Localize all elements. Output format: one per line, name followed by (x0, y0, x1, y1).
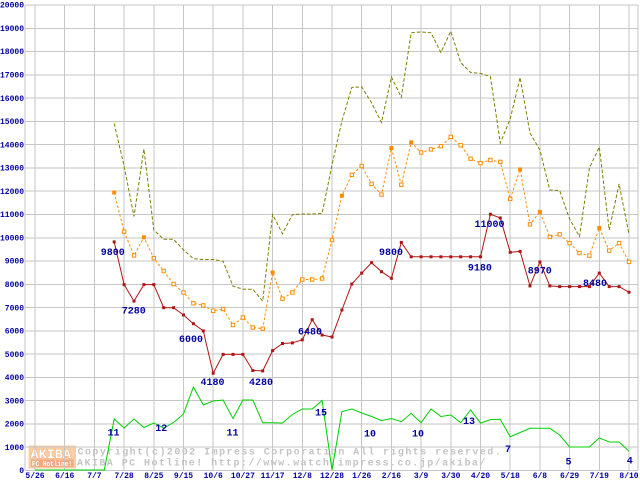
svg-text:4280: 4280 (249, 378, 273, 389)
svg-text:10000: 10000 (0, 234, 24, 243)
svg-text:9/15: 9/15 (174, 472, 193, 480)
svg-text:1000: 1000 (5, 444, 24, 453)
svg-text:5/26: 5/26 (25, 472, 44, 480)
svg-text:9000: 9000 (5, 258, 24, 267)
svg-text:6/16: 6/16 (55, 472, 74, 480)
svg-text:1/26: 1/26 (352, 472, 371, 480)
svg-text:10: 10 (412, 430, 424, 441)
svg-text:5/18: 5/18 (501, 472, 520, 480)
svg-text:3000: 3000 (5, 397, 24, 406)
svg-text:7280: 7280 (122, 306, 146, 317)
svg-text:18000: 18000 (0, 48, 24, 57)
svg-text:10: 10 (364, 430, 376, 441)
svg-text:12: 12 (155, 424, 167, 435)
svg-text:9800: 9800 (379, 248, 403, 259)
svg-text:20000: 20000 (0, 2, 24, 11)
svg-text:7/7: 7/7 (87, 472, 102, 480)
svg-text:16000: 16000 (0, 95, 24, 104)
svg-text:19000: 19000 (0, 25, 24, 34)
svg-text:6480: 6480 (298, 328, 322, 339)
svg-text:5: 5 (566, 457, 572, 468)
svg-text:12/28: 12/28 (320, 472, 344, 480)
svg-text:2000: 2000 (5, 421, 24, 430)
svg-text:6000: 6000 (179, 335, 203, 346)
svg-text:13: 13 (463, 417, 475, 428)
svg-text:8000: 8000 (5, 281, 24, 290)
svg-text:7/28: 7/28 (114, 472, 133, 480)
svg-text:14000: 14000 (0, 141, 24, 150)
svg-text:11: 11 (227, 428, 239, 439)
svg-text:11000: 11000 (475, 220, 505, 231)
svg-text:7/19: 7/19 (590, 472, 609, 480)
svg-text:7: 7 (505, 445, 511, 456)
svg-text:15: 15 (315, 409, 327, 420)
svg-text:Copyright(c)2002 Impress Corpo: Copyright(c)2002 Impress Corporation All… (78, 447, 503, 459)
svg-text:11000: 11000 (0, 211, 24, 220)
svg-text:7000: 7000 (5, 304, 24, 313)
svg-text:13000: 13000 (0, 165, 24, 174)
svg-text:15000: 15000 (0, 118, 24, 127)
svg-text:4: 4 (627, 457, 633, 468)
svg-text:17000: 17000 (0, 72, 24, 81)
svg-text:2/16: 2/16 (382, 472, 401, 480)
svg-text:8/25: 8/25 (144, 472, 163, 480)
svg-text:3/9: 3/9 (414, 472, 429, 480)
svg-text:11/17: 11/17 (261, 472, 285, 480)
svg-text:4180: 4180 (201, 378, 225, 389)
svg-text:AKIBA PC Hotline! http://www.w: AKIBA PC Hotline! http://www.watch.impre… (77, 458, 487, 470)
svg-text:10/6: 10/6 (204, 472, 223, 480)
svg-text:6/8: 6/8 (533, 472, 548, 480)
svg-text:4/20: 4/20 (471, 472, 490, 480)
svg-text:11: 11 (108, 429, 120, 440)
svg-text:3/30: 3/30 (441, 472, 460, 480)
svg-text:5000: 5000 (5, 351, 24, 360)
svg-text:10/27: 10/27 (231, 472, 255, 480)
svg-text:8970: 8970 (528, 267, 552, 278)
svg-text:9800: 9800 (101, 248, 125, 259)
svg-text:PC Hotline!: PC Hotline! (32, 461, 72, 469)
svg-text:6/29: 6/29 (560, 472, 579, 480)
svg-text:AKIBA: AKIBA (31, 447, 72, 462)
svg-text:12/8: 12/8 (293, 472, 312, 480)
svg-text:6000: 6000 (5, 328, 24, 337)
svg-text:0: 0 (19, 467, 24, 476)
svg-text:8480: 8480 (583, 279, 607, 290)
svg-text:12000: 12000 (0, 188, 24, 197)
svg-text:8/10: 8/10 (619, 472, 638, 480)
svg-text:4000: 4000 (5, 374, 24, 383)
svg-text:9180: 9180 (468, 264, 492, 275)
